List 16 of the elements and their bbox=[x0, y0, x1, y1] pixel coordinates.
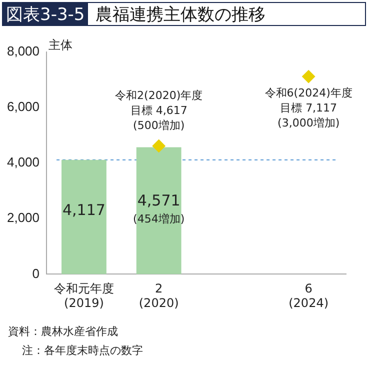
y-axis-title: 主体 bbox=[48, 38, 73, 52]
data-label: 令和2(2020)年度目標 4,617 (500増加) bbox=[115, 88, 203, 132]
y-tick-label: 6,000 bbox=[6, 99, 40, 114]
y-tick-label: 4,000 bbox=[6, 154, 40, 170]
data-label: 4,571 (454増加) bbox=[133, 192, 185, 226]
data-label: 令和6(2024)年度目標 7,117 (3,000増加) bbox=[264, 86, 352, 130]
y-tick-label: 2,000 bbox=[6, 210, 40, 226]
y-tick-label: 0 bbox=[32, 266, 40, 281]
x-tick-label: 6 (2024) bbox=[288, 282, 329, 310]
data-label: 4,117 bbox=[62, 200, 106, 219]
y-tick-label: 8,000 bbox=[6, 44, 40, 59]
text: 注：各年度末時点の数字 bbox=[21, 343, 143, 359]
x-tick-label: 2 (2020) bbox=[138, 282, 179, 310]
chart-title: 図表3-3-5 農福連携主体数の推移 bbox=[5, 4, 266, 26]
x-tick-label: 令和元年度 (2019) bbox=[54, 282, 114, 310]
text: 資料：農林水産省作成 bbox=[8, 324, 119, 340]
